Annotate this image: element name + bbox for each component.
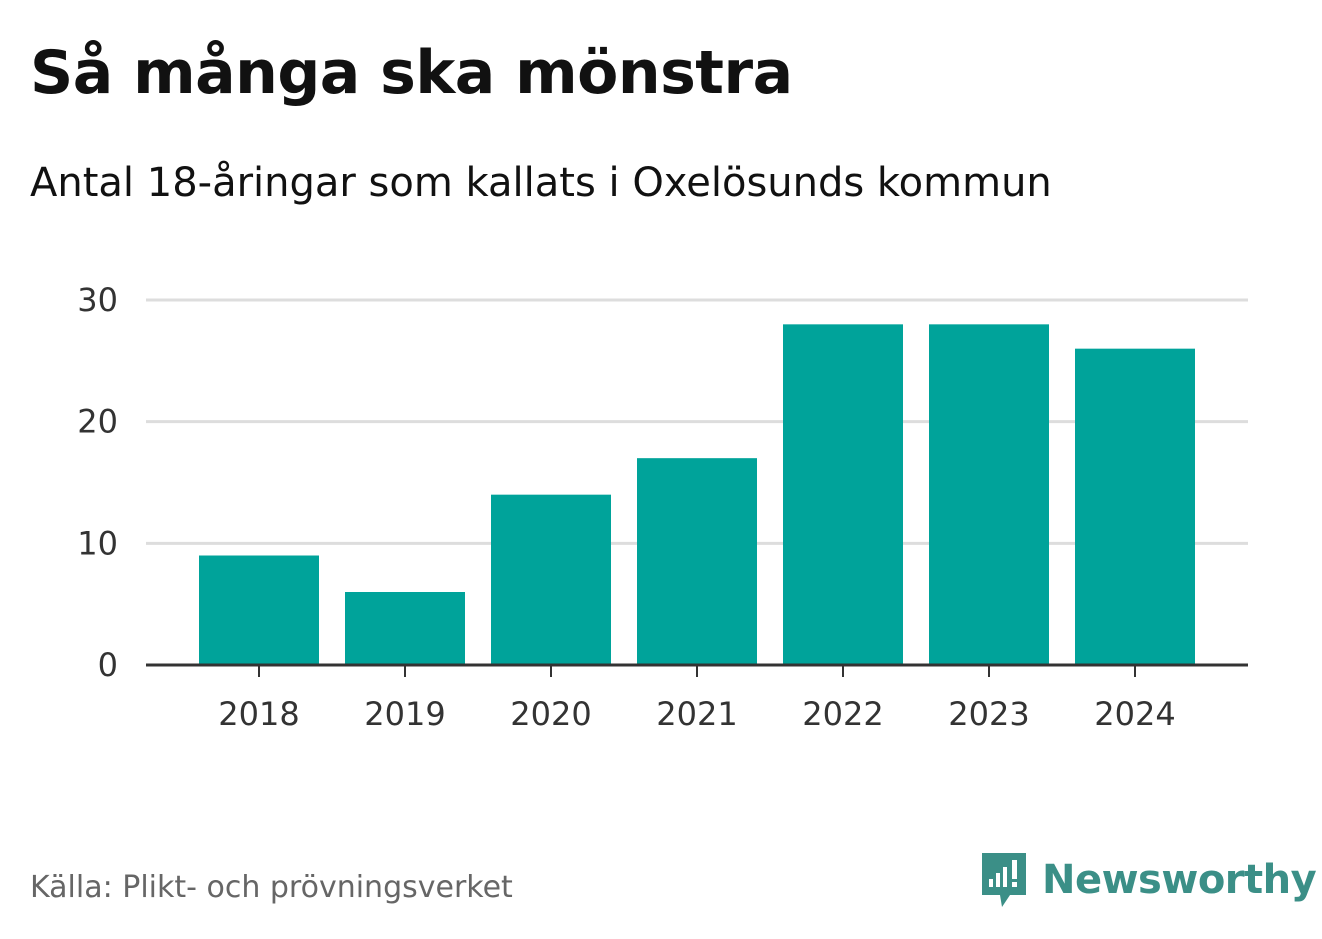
bar-2022 xyxy=(783,324,903,665)
source-note: Källa: Plikt- och prövningsverket xyxy=(30,870,513,905)
bar-2020 xyxy=(491,494,611,665)
bars xyxy=(199,324,1195,665)
x-tick-label: 2022 xyxy=(802,695,883,733)
x-tick-label: 2021 xyxy=(656,695,737,733)
brand-name: Newsworthy xyxy=(1042,857,1317,903)
x-tick-label: 2024 xyxy=(1094,695,1175,733)
bar-2024 xyxy=(1075,348,1195,665)
y-tick-label: 10 xyxy=(77,524,118,562)
chart-subtitle: Antal 18-åringar som kallats i Oxelösund… xyxy=(30,160,1052,206)
y-tick-label: 20 xyxy=(77,403,118,441)
newsworthy-logo-icon xyxy=(982,853,1026,907)
bar-2023 xyxy=(929,324,1049,665)
y-axis-ticks: 0 10 20 30 xyxy=(77,281,118,684)
y-tick-label: 0 xyxy=(98,646,118,684)
x-tick-label: 2018 xyxy=(218,695,299,733)
bar-2018 xyxy=(199,555,319,665)
bar-2019 xyxy=(345,592,465,665)
x-tick-label: 2019 xyxy=(364,695,445,733)
bar-2021 xyxy=(637,458,757,665)
x-axis-ticks: 2018 2019 2020 2021 2022 2023 2024 xyxy=(218,665,1176,733)
x-tick-label: 2023 xyxy=(948,695,1029,733)
y-tick-label: 30 xyxy=(77,281,118,319)
bar-chart: 0 10 20 30 2018 2019 2020 2021 2022 2023 2024 xyxy=(77,281,1248,733)
x-tick-label: 2020 xyxy=(510,695,591,733)
brand-logo: Newsworthy xyxy=(980,850,1317,910)
chart-title: Så många ska mönstra xyxy=(30,38,793,108)
